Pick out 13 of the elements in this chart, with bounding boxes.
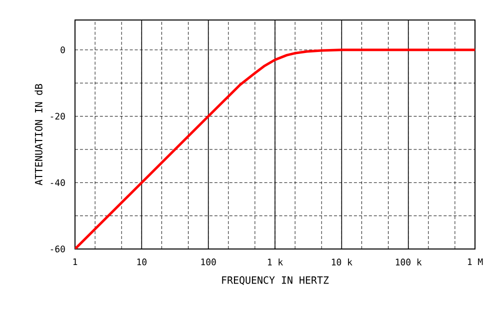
x-tick-label: 10 [137,258,146,266]
x-tick-label: 10 k [332,258,352,266]
x-tick-label: 1 k [268,258,283,266]
x-tick-label: 1 M [468,258,483,266]
y-tick-label: -20 [50,112,65,120]
y-axis-title: ATTENUATION IN dB [34,84,42,186]
y-tick-label: -60 [50,246,65,252]
y-tick-label: -40 [50,179,65,186]
x-axis-title: FREQUENCY IN HERTZ [222,276,329,286]
x-tick-label: 100 [201,258,216,266]
x-tick-label: 100 k [396,258,422,266]
y-tick-label: 0 [60,46,65,54]
x-tick-label: 1 [73,258,78,266]
